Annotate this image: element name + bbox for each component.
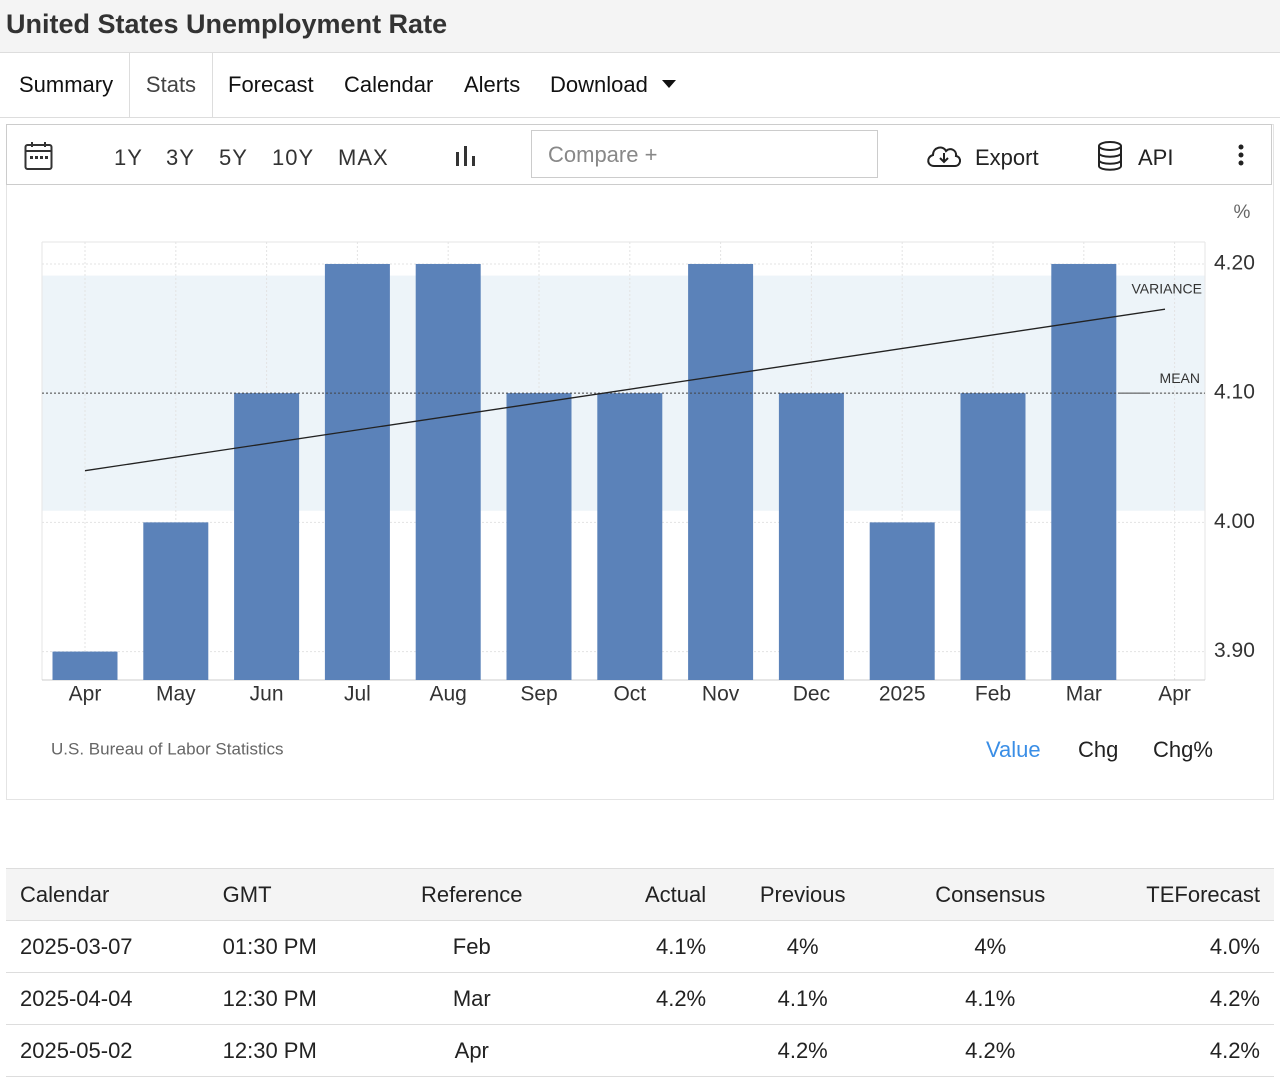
table-cell: 4.2% xyxy=(567,972,721,1025)
x-tick-label: Aug xyxy=(430,683,467,706)
table-cell: 4.2% xyxy=(720,1024,886,1077)
page-title: United States Unemployment Rate xyxy=(6,9,448,39)
x-tick-label: May xyxy=(156,683,196,706)
source: U.S. Bureau of Labor Statistics xyxy=(51,739,283,758)
column-header: Previous xyxy=(720,868,886,921)
range-button[interactable]: 3Y xyxy=(166,145,195,170)
table-cell: 4.0% xyxy=(1095,920,1274,973)
table-row: 2025-05-02 12:30 PM Apr 4.2% 4.2% 4.2% xyxy=(6,1024,1274,1077)
x-tick-label: Sep xyxy=(520,683,557,706)
column-header: TEForecast xyxy=(1095,868,1274,921)
range-button[interactable]: 10Y xyxy=(272,145,315,170)
column-header: GMT xyxy=(208,868,376,921)
y-tick-label: 4.20 xyxy=(1214,252,1255,275)
table-row: 2025-04-04 12:30 PM Mar 4.2% 4.1% 4.1% 4.2% xyxy=(6,972,1274,1025)
table-cell: Mar xyxy=(375,972,568,1025)
more-menu[interactable] xyxy=(1236,144,1246,170)
range-button[interactable]: 1Y xyxy=(114,145,143,170)
x-tick-label: Jul xyxy=(344,683,371,706)
y-tick-label: 3.90 xyxy=(1214,639,1255,662)
y-tick-label: 4.00 xyxy=(1214,510,1255,533)
table-header: Calendar GMT Reference Actual Previous Consen… xyxy=(6,868,1274,921)
compare-input[interactable]: Compare + xyxy=(531,130,878,178)
export-button[interactable]: Export xyxy=(975,145,1039,170)
table-cell: 2025-03-07 xyxy=(6,920,209,973)
column-header: Actual xyxy=(567,868,721,921)
bar xyxy=(234,393,300,680)
tab[interactable]: Summary xyxy=(19,72,114,97)
table-cell: 12:30 PM xyxy=(208,1024,376,1077)
bar xyxy=(960,393,1026,680)
table-cell xyxy=(567,1024,721,1077)
y-tick-label: 4.10 xyxy=(1214,381,1255,404)
column-header: Calendar xyxy=(6,868,209,921)
header: United States Unemployment Rate xyxy=(0,0,1280,53)
table-cell: 2025-04-04 xyxy=(6,972,209,1025)
toolbar xyxy=(6,124,1272,185)
export-icon[interactable] xyxy=(925,142,963,170)
tab[interactable]: Download xyxy=(550,72,648,97)
range-button[interactable]: 5Y xyxy=(219,145,248,170)
table-cell: Apr xyxy=(375,1024,568,1077)
view-mode[interactable]: Chg xyxy=(1078,737,1119,762)
x-tick-label: Apr xyxy=(69,683,102,706)
x-tick-label: 2025 xyxy=(879,683,926,706)
table-cell: 12:30 PM xyxy=(208,972,376,1025)
x-tick-label: Jun xyxy=(250,683,284,706)
api-icon[interactable] xyxy=(1096,140,1124,172)
x-tick-label: Nov xyxy=(702,683,740,706)
column-header: Reference xyxy=(375,868,568,921)
view-mode[interactable]: Value xyxy=(986,737,1041,762)
tab[interactable]: Stats xyxy=(129,53,213,117)
range-button[interactable]: MAX xyxy=(338,145,389,170)
bar xyxy=(415,263,481,680)
view-mode[interactable]: Chg% xyxy=(1153,737,1213,762)
table-cell: Feb xyxy=(375,920,568,973)
table-cell: 01:30 PM xyxy=(208,920,376,973)
bar xyxy=(869,522,935,680)
table-cell: 4% xyxy=(720,920,886,973)
calendar-table: Calendar GMT Reference Actual Previous Consen… xyxy=(6,868,1274,1077)
bar xyxy=(143,522,209,680)
api-button[interactable]: API xyxy=(1138,145,1174,170)
tab[interactable]: Alerts xyxy=(464,72,521,97)
table-cell: 4.1% xyxy=(567,920,721,973)
column-header: Consensus xyxy=(885,868,1096,921)
variance-label: VARIANCE xyxy=(1131,281,1202,297)
table-cell: 4.2% xyxy=(1095,1024,1274,1077)
chart: % U.S. Bureau of Labor Statistics 3.90 4.… xyxy=(41,202,1255,758)
mean-label: MEAN xyxy=(1160,370,1200,386)
unit-label: % xyxy=(1234,202,1251,223)
bar xyxy=(52,651,118,680)
table-cell: 2025-05-02 xyxy=(6,1024,209,1077)
table-cell: 4.1% xyxy=(885,972,1096,1025)
bar xyxy=(597,393,663,680)
table-cell: 4.1% xyxy=(720,972,886,1025)
bar xyxy=(778,393,844,680)
chart-type-icon[interactable] xyxy=(455,144,479,168)
bar xyxy=(324,263,390,680)
table-cell: 4.2% xyxy=(1095,972,1274,1025)
x-tick-label: Feb xyxy=(975,683,1011,706)
tab-bar xyxy=(0,53,1280,118)
bar xyxy=(506,393,572,680)
bar xyxy=(1051,263,1117,680)
calendar-icon[interactable] xyxy=(24,141,54,171)
table-cell: 4.2% xyxy=(885,1024,1096,1077)
tab[interactable]: Forecast xyxy=(228,72,314,97)
x-tick-label: Oct xyxy=(613,683,646,706)
table-row: 2025-03-07 01:30 PM Feb 4.1% 4% 4% 4.0% xyxy=(6,920,1274,973)
tab[interactable]: Calendar xyxy=(344,72,434,97)
table-cell: 4% xyxy=(885,920,1096,973)
bar xyxy=(688,263,754,680)
x-tick-label: Apr xyxy=(1158,683,1191,706)
x-tick-label: Dec xyxy=(793,683,830,706)
x-tick-label: Mar xyxy=(1066,683,1102,706)
trend-line xyxy=(84,308,1166,472)
dropdown-caret xyxy=(662,80,676,88)
